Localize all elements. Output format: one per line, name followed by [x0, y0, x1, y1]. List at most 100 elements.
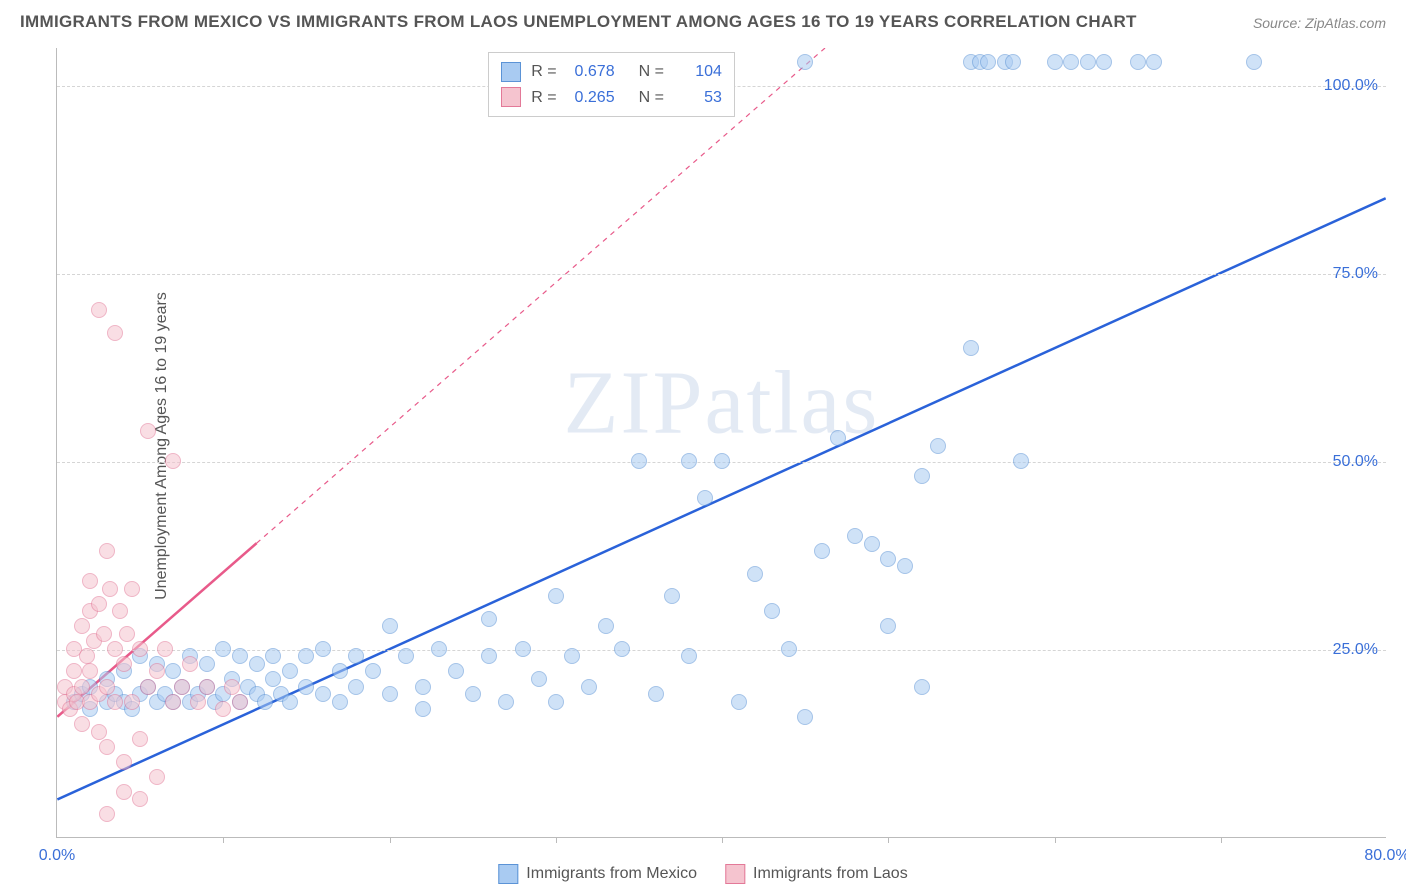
data-point-mexico — [365, 663, 381, 679]
legend-label: Immigrants from Mexico — [526, 865, 697, 883]
data-point-laos — [82, 663, 98, 679]
data-point-mexico — [315, 641, 331, 657]
data-point-laos — [124, 581, 140, 597]
data-point-mexico — [382, 686, 398, 702]
x-tick-label: 80.0% — [1364, 847, 1406, 865]
stat-r-label: R = — [531, 85, 556, 111]
y-tick-label: 25.0% — [1333, 641, 1378, 659]
data-point-laos — [140, 679, 156, 695]
data-point-mexico — [1096, 54, 1112, 70]
x-minor-tick — [1055, 837, 1056, 843]
data-point-mexico — [298, 679, 314, 695]
stat-r-value: 0.265 — [567, 85, 615, 111]
data-point-mexico — [498, 694, 514, 710]
data-point-mexico — [880, 618, 896, 634]
data-point-mexico — [697, 490, 713, 506]
data-point-mexico — [564, 648, 580, 664]
data-point-mexico — [249, 656, 265, 672]
data-point-laos — [182, 656, 198, 672]
data-point-mexico — [481, 648, 497, 664]
x-minor-tick — [223, 837, 224, 843]
y-tick-label: 75.0% — [1333, 265, 1378, 283]
data-point-mexico — [598, 618, 614, 634]
data-point-mexico — [348, 648, 364, 664]
data-point-mexico — [382, 618, 398, 634]
data-point-mexico — [265, 671, 281, 687]
data-point-mexico — [531, 671, 547, 687]
data-point-mexico — [980, 54, 996, 70]
stats-box: R =0.678N =104R =0.265N =53 — [488, 52, 735, 117]
data-point-mexico — [315, 686, 331, 702]
swatch-mexico — [501, 62, 521, 82]
data-point-laos — [116, 754, 132, 770]
stat-n-label: N = — [639, 85, 664, 111]
data-point-laos — [91, 596, 107, 612]
data-point-mexico — [298, 648, 314, 664]
data-point-mexico — [215, 641, 231, 657]
stat-n-value: 53 — [674, 85, 722, 111]
data-point-laos — [112, 603, 128, 619]
plot-area: ZIPatlas 25.0%50.0%75.0%100.0%0.0%80.0% — [56, 48, 1386, 838]
data-point-laos — [91, 724, 107, 740]
y-tick-label: 50.0% — [1333, 453, 1378, 471]
trend-line-laos-dashed — [257, 48, 825, 543]
data-point-laos — [74, 618, 90, 634]
stat-r-label: R = — [531, 59, 556, 85]
data-point-laos — [82, 573, 98, 589]
data-point-mexico — [764, 603, 780, 619]
data-point-mexico — [199, 656, 215, 672]
data-point-mexico — [797, 54, 813, 70]
data-point-laos — [132, 791, 148, 807]
data-point-mexico — [747, 566, 763, 582]
data-point-laos — [99, 543, 115, 559]
data-point-laos — [174, 679, 190, 695]
legend-item-laos: Immigrants from Laos — [725, 864, 908, 884]
legend-label: Immigrants from Laos — [753, 865, 908, 883]
data-point-mexico — [830, 430, 846, 446]
data-point-laos — [107, 325, 123, 341]
data-point-laos — [232, 694, 248, 710]
data-point-laos — [165, 694, 181, 710]
data-point-mexico — [1246, 54, 1262, 70]
data-point-laos — [116, 784, 132, 800]
data-point-laos — [74, 716, 90, 732]
data-point-mexico — [348, 679, 364, 695]
data-point-mexico — [415, 701, 431, 717]
data-point-laos — [99, 679, 115, 695]
trend-line-mexico — [57, 198, 1385, 799]
data-point-laos — [140, 423, 156, 439]
data-point-mexico — [631, 453, 647, 469]
data-point-laos — [99, 806, 115, 822]
stats-row-laos: R = 0.265 N = 53 — [501, 85, 722, 111]
data-point-laos — [107, 694, 123, 710]
data-point-mexico — [648, 686, 664, 702]
data-point-laos — [132, 731, 148, 747]
data-point-mexico — [1063, 54, 1079, 70]
x-minor-tick — [556, 837, 557, 843]
data-point-laos — [165, 453, 181, 469]
data-point-laos — [215, 701, 231, 717]
x-minor-tick — [390, 837, 391, 843]
data-point-laos — [224, 679, 240, 695]
stat-r-value: 0.678 — [567, 59, 615, 85]
data-point-mexico — [814, 543, 830, 559]
data-point-mexico — [914, 679, 930, 695]
data-point-mexico — [731, 694, 747, 710]
data-point-mexico — [781, 641, 797, 657]
trend-lines-layer — [57, 48, 1386, 837]
data-point-laos — [79, 648, 95, 664]
data-point-mexico — [332, 694, 348, 710]
data-point-mexico — [165, 663, 181, 679]
data-point-mexico — [448, 663, 464, 679]
data-point-mexico — [257, 694, 273, 710]
data-point-laos — [132, 641, 148, 657]
data-point-mexico — [614, 641, 630, 657]
data-point-mexico — [714, 453, 730, 469]
data-point-laos — [91, 302, 107, 318]
source-attribution: Source: ZipAtlas.com — [1253, 15, 1386, 31]
data-point-mexico — [847, 528, 863, 544]
swatch-laos — [725, 864, 745, 884]
data-point-mexico — [415, 679, 431, 695]
data-point-laos — [74, 679, 90, 695]
data-point-mexico — [282, 694, 298, 710]
